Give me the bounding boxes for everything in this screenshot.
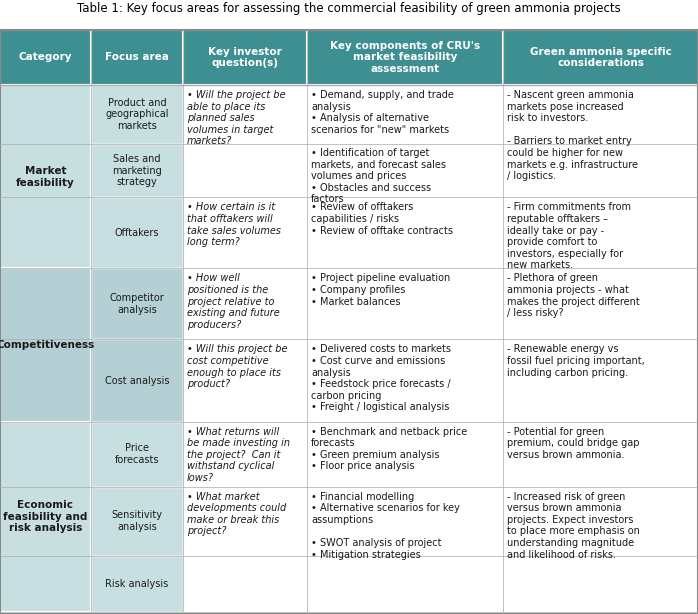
Bar bbox=[91, 486, 183, 556]
Text: Sales and
marketing
strategy: Sales and marketing strategy bbox=[112, 154, 162, 187]
Text: - Plethora of green
ammonia projects - what
makes the project different
/ less r: - Plethora of green ammonia projects - w… bbox=[507, 273, 640, 318]
Bar bbox=[91, 422, 183, 486]
Bar bbox=[0, 85, 91, 268]
Text: - Firm commitments from
reputable offtakers –
ideally take or pay -
provide comf: - Firm commitments from reputable offtak… bbox=[507, 203, 631, 271]
Text: • Demand, supply, and trade
analysis
• Analysis of alternative
scenarios for "ne: • Demand, supply, and trade analysis • A… bbox=[311, 90, 454, 204]
Text: Competitor
analysis: Competitor analysis bbox=[110, 293, 164, 315]
Bar bbox=[91, 340, 183, 422]
Bar bbox=[503, 85, 698, 198]
Text: Focus area: Focus area bbox=[105, 53, 169, 63]
Bar bbox=[503, 340, 698, 422]
Bar bbox=[91, 556, 183, 612]
Bar bbox=[307, 30, 503, 85]
Bar bbox=[91, 144, 183, 198]
Bar bbox=[183, 198, 307, 268]
Bar bbox=[307, 340, 503, 422]
Text: • Will this project be
cost competitive
enough to place its
product?: • Will this project be cost competitive … bbox=[187, 344, 288, 389]
Text: Offtakers: Offtakers bbox=[114, 228, 159, 238]
Text: Price
forecasts: Price forecasts bbox=[114, 443, 159, 465]
Bar bbox=[307, 556, 503, 612]
Text: Risk analysis: Risk analysis bbox=[105, 579, 169, 589]
Bar bbox=[307, 268, 503, 340]
Bar bbox=[0, 268, 91, 422]
Text: • Benchmark and netback price
forecasts
• Green premium analysis
• Floor price a: • Benchmark and netback price forecasts … bbox=[311, 427, 467, 472]
Bar bbox=[0, 422, 91, 612]
Bar bbox=[183, 422, 307, 486]
Text: Table 1: Key focus areas for assessing the commercial feasibility of green ammon: Table 1: Key focus areas for assessing t… bbox=[77, 2, 621, 15]
Bar bbox=[307, 144, 503, 198]
Bar bbox=[503, 198, 698, 268]
Text: • Delivered costs to markets
• Cost curve and emissions
analysis
• Feedstock pri: • Delivered costs to markets • Cost curv… bbox=[311, 344, 451, 413]
Bar bbox=[307, 422, 503, 486]
Text: Key investor
question(s): Key investor question(s) bbox=[208, 47, 282, 68]
Text: Economic
feasibility and
risk analysis: Economic feasibility and risk analysis bbox=[3, 500, 88, 534]
Bar bbox=[91, 268, 183, 340]
Bar bbox=[91, 85, 183, 144]
Bar bbox=[183, 30, 307, 85]
Bar bbox=[307, 198, 503, 268]
Bar bbox=[307, 85, 503, 144]
Text: - Nascent green ammonia
markets pose increased
risk to investors.

- Barriers to: - Nascent green ammonia markets pose inc… bbox=[507, 90, 638, 181]
Bar bbox=[503, 422, 698, 486]
Text: • Will the project be
able to place its
planned sales
volumes in target
markets?: • Will the project be able to place its … bbox=[187, 90, 285, 146]
Text: Key components of CRU's
market feasibility
assessment: Key components of CRU's market feasibili… bbox=[330, 41, 480, 74]
Bar bbox=[183, 340, 307, 422]
Bar bbox=[503, 30, 698, 85]
Text: - Increased risk of green
versus brown ammonia
projects. Expect investors
to pla: - Increased risk of green versus brown a… bbox=[507, 492, 640, 559]
Text: Cost analysis: Cost analysis bbox=[105, 376, 169, 386]
Text: • Review of offtakers
capabilities / risks
• Review of offtake contracts: • Review of offtakers capabilities / ris… bbox=[311, 203, 453, 236]
Text: Sensitivity
analysis: Sensitivity analysis bbox=[112, 510, 163, 532]
Text: • Project pipeline evaluation
• Company profiles
• Market balances: • Project pipeline evaluation • Company … bbox=[311, 273, 450, 306]
Text: - Potential for green
premium, could bridge gap
versus brown ammonia.: - Potential for green premium, could bri… bbox=[507, 427, 639, 460]
Text: • What market
developments could
make or break this
project?: • What market developments could make or… bbox=[187, 492, 286, 536]
Bar bbox=[91, 30, 183, 85]
Text: Green ammonia specific
considerations: Green ammonia specific considerations bbox=[530, 47, 671, 68]
Text: Product and
geographical
markets: Product and geographical markets bbox=[105, 98, 169, 131]
Bar bbox=[503, 268, 698, 340]
Text: - Renewable energy vs
fossil fuel pricing important,
including carbon pricing.: - Renewable energy vs fossil fuel pricin… bbox=[507, 344, 645, 378]
Text: Market
feasibility: Market feasibility bbox=[16, 166, 75, 187]
Text: • How certain is it
that offtakers will
take sales volumes
long term?: • How certain is it that offtakers will … bbox=[187, 203, 281, 247]
Bar bbox=[503, 486, 698, 612]
Text: • How well
positioned is the
project relative to
existing and future
producers?: • How well positioned is the project rel… bbox=[187, 273, 280, 330]
Bar bbox=[307, 486, 503, 556]
Text: • Financial modelling
• Alternative scenarios for key
assumptions

• SWOT analys: • Financial modelling • Alternative scen… bbox=[311, 492, 460, 559]
Bar bbox=[183, 268, 307, 340]
Bar bbox=[183, 85, 307, 198]
Text: Category: Category bbox=[19, 53, 73, 63]
Bar bbox=[183, 486, 307, 612]
Bar bbox=[91, 198, 183, 268]
Text: Competitiveness: Competitiveness bbox=[0, 340, 95, 350]
Text: • What returns will
be made investing in
the project?  Can it
withstand cyclical: • What returns will be made investing in… bbox=[187, 427, 290, 483]
Bar bbox=[0, 30, 91, 85]
